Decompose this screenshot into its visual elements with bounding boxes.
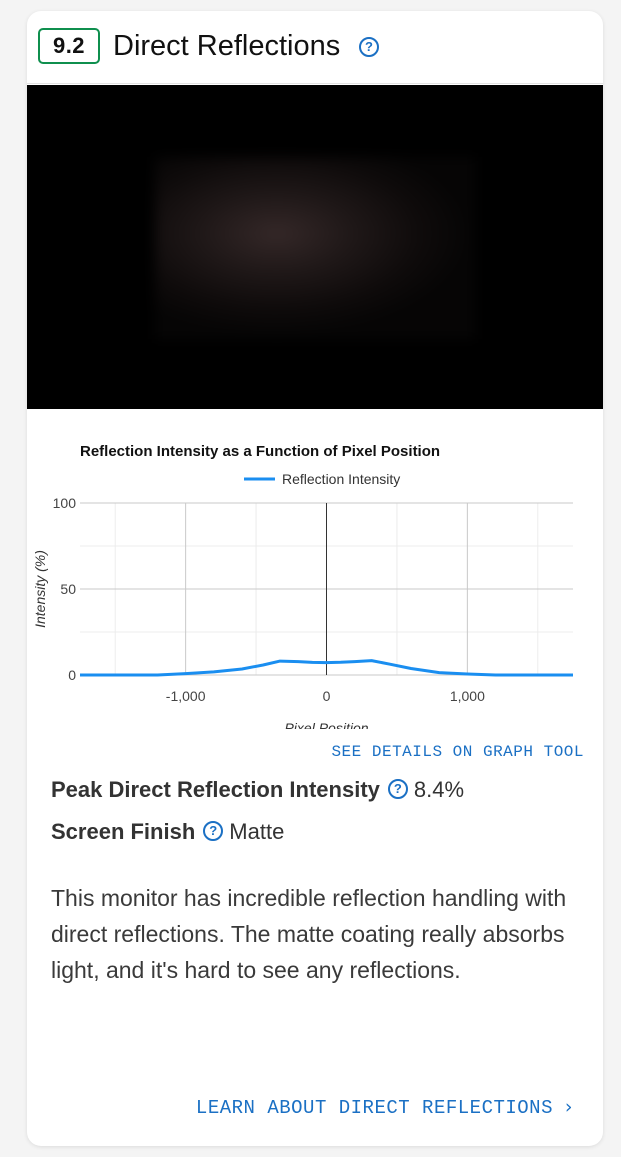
y-tick-label: 0 bbox=[68, 667, 76, 683]
x-tick-label: 0 bbox=[323, 688, 331, 704]
reflection-glow bbox=[155, 157, 475, 339]
metric-screen-finish: Screen Finish? Matte bbox=[51, 817, 284, 847]
score-badge: 9.2 bbox=[38, 28, 100, 64]
series-line-reflection-intensity bbox=[80, 659, 573, 677]
x-axis-label: Pixel Position bbox=[284, 720, 368, 729]
section-header: 9.2 Direct Reflections ? bbox=[27, 11, 603, 84]
section-title: Direct Reflections bbox=[113, 30, 341, 62]
direct-reflections-card: 9.2 Direct Reflections ? 0 50 100 -1,000 0 1,… bbox=[27, 11, 603, 1146]
metric-value: Matte bbox=[229, 819, 285, 844]
reflection-chart: 0 50 100 -1,000 0 1,000 Reflection Intensity a… bbox=[27, 429, 603, 736]
metric-label: Peak Direct Reflection Intensity bbox=[51, 777, 380, 802]
learn-more-link[interactable]: LEARN ABOUT DIRECT REFLECTIONS › bbox=[196, 1096, 573, 1119]
question-circle-icon[interactable]: ? bbox=[203, 821, 224, 842]
metric-label: Screen Finish bbox=[51, 819, 196, 844]
metric-value: 8.4% bbox=[413, 777, 465, 802]
y-axis-label: Intensity (%) bbox=[32, 550, 48, 628]
reflection-test-photo bbox=[27, 85, 603, 409]
chart-title: Reflection Intensity as a Function of Pi… bbox=[80, 443, 440, 460]
learn-more-label: LEARN ABOUT DIRECT REFLECTIONS bbox=[195, 1097, 553, 1119]
y-tick-label: 100 bbox=[53, 495, 77, 511]
question-circle-icon[interactable]: ? bbox=[359, 37, 379, 57]
metric-peak-intensity: Peak Direct Reflection Intensity? 8.4% bbox=[51, 775, 464, 805]
reflection-chart-svg: 0 50 100 -1,000 0 1,000 Reflection Intensity a… bbox=[32, 443, 573, 736]
y-tick-label: 50 bbox=[60, 581, 76, 597]
x-tick-label: 1,000 bbox=[450, 688, 485, 704]
see-details-link[interactable]: SEE DETAILS ON GRAPH TOOL bbox=[331, 743, 584, 761]
legend-label: Reflection Intensity bbox=[282, 471, 400, 487]
review-description: This monitor has incredible reflection h… bbox=[51, 885, 567, 983]
x-tick-label: -1,000 bbox=[166, 688, 206, 704]
question-circle-icon[interactable]: ? bbox=[387, 779, 408, 800]
chevron-right-icon: › bbox=[564, 1096, 573, 1118]
